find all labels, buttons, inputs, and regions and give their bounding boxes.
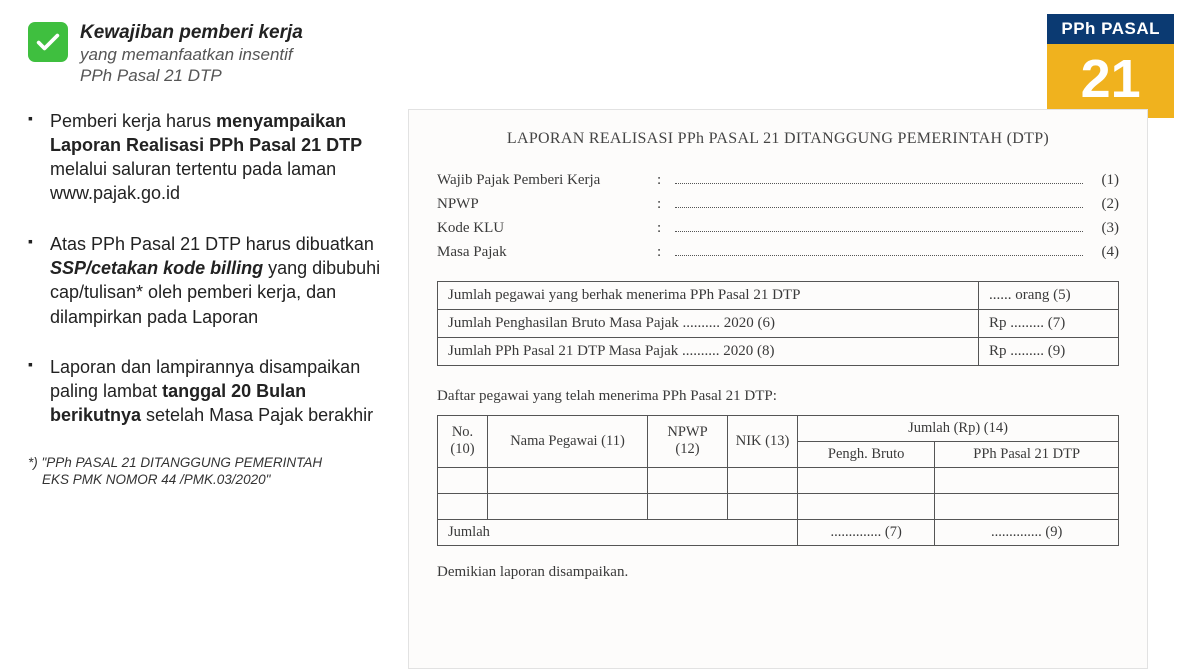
check-icon <box>28 22 68 62</box>
pasal-badge: PPh PASAL 21 <box>1047 14 1174 118</box>
header-sub-1: yang memanfaatkan insentif <box>80 44 303 65</box>
bullet-3: Laporan dan lampirannya disampaikan pali… <box>28 355 388 428</box>
field-rows: Wajib Pajak Pemberi Kerja : (1) NPWP : (… <box>437 172 1119 261</box>
bullet-2: Atas PPh Pasal 21 DTP harus dibuatkan SS… <box>28 232 388 329</box>
left-column: Pemberi kerja harus menyampaikan Laporan… <box>28 109 408 669</box>
footnote: *) "PPh PASAL 21 DITANGGUNG PEMERINTAH E… <box>28 454 388 489</box>
bullet-1: Pemberi kerja harus menyampaikan Laporan… <box>28 109 388 206</box>
summary-table: Jumlah pegawai yang berhak menerima PPh … <box>437 281 1119 366</box>
content-row: Pemberi kerja harus menyampaikan Laporan… <box>0 87 1200 669</box>
detail-subtitle: Daftar pegawai yang telah menerima PPh P… <box>437 388 1119 405</box>
form-title: LAPORAN REALISASI PPh PASAL 21 DITANGGUN… <box>437 130 1119 148</box>
field-row: Wajib Pajak Pemberi Kerja : (1) <box>437 172 1119 189</box>
header: Kewajiban pemberi kerja yang memanfaatka… <box>0 0 1200 87</box>
field-row: Kode KLU : (3) <box>437 220 1119 237</box>
field-row: Masa Pajak : (4) <box>437 244 1119 261</box>
closing-text: Demikian laporan disampaikan. <box>437 564 1119 581</box>
bullet-list: Pemberi kerja harus menyampaikan Laporan… <box>28 109 388 428</box>
table-row <box>438 467 1119 493</box>
badge-top: PPh PASAL <box>1047 14 1174 44</box>
header-sub-2: PPh Pasal 21 DTP <box>80 65 303 86</box>
detail-table: No. (10) Nama Pegawai (11) NPWP (12) NIK… <box>437 415 1119 546</box>
header-title: Kewajiban pemberi kerja <box>80 22 303 44</box>
table-row <box>438 493 1119 519</box>
form-panel: LAPORAN REALISASI PPh PASAL 21 DITANGGUN… <box>408 109 1148 669</box>
badge-bottom: 21 <box>1047 44 1174 118</box>
header-text: Kewajiban pemberi kerja yang memanfaatka… <box>80 22 303 87</box>
field-row: NPWP : (2) <box>437 196 1119 213</box>
table-footer: Jumlah .............. (7) ..............… <box>438 519 1119 545</box>
